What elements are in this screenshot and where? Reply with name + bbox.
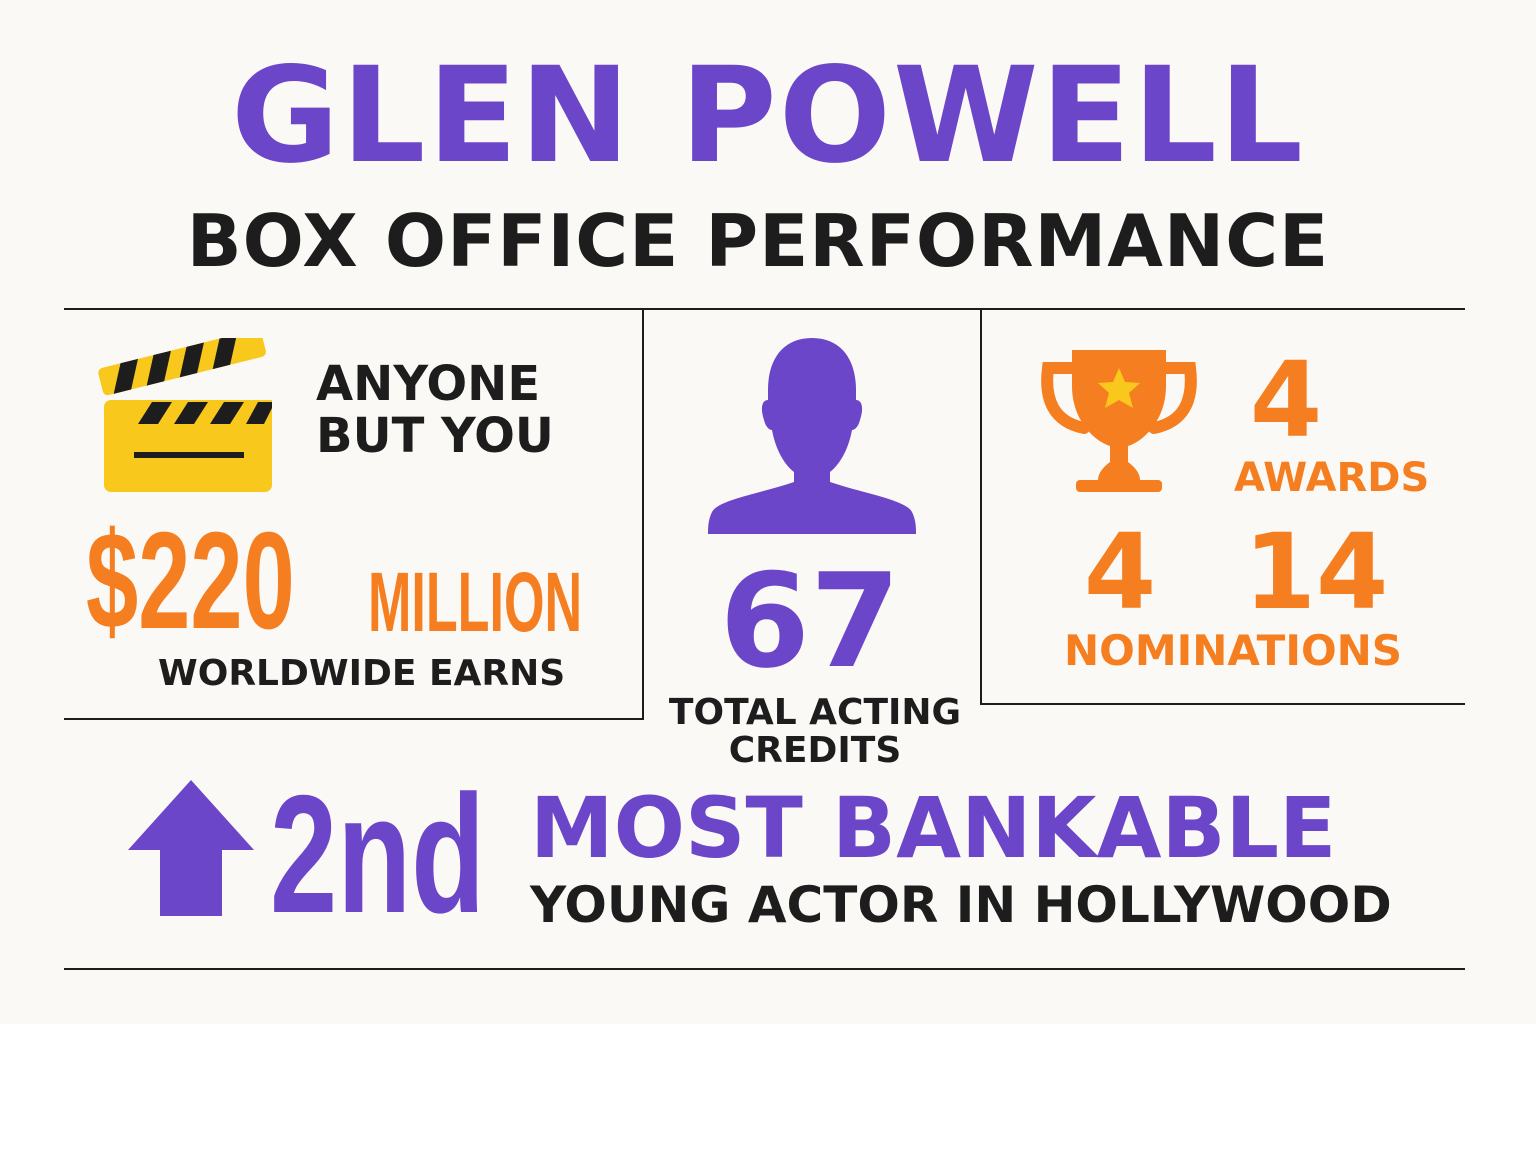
awards-label: AWARDS: [1234, 455, 1430, 501]
ranking-headline: MOST BANKABLE: [530, 779, 1337, 877]
page-title: GLEN POWELL: [230, 39, 1305, 193]
divider-left-card: [642, 309, 644, 720]
clapperboard-icon: [98, 329, 278, 496]
divider-left-card-bottom: [64, 718, 644, 720]
divider-top: [64, 308, 1465, 310]
credits-caption-line2: CREDITS: [728, 730, 902, 771]
nominations-value-a: 4: [1083, 511, 1157, 633]
earnings-unit-wrap: MILLION: [368, 560, 608, 644]
film-title-line1: ANYONE: [316, 356, 541, 412]
earnings-caption: WORLDWIDE EARNS: [158, 653, 566, 694]
up-arrow-icon: [126, 778, 256, 918]
page-subtitle: BOX OFFICE PERFORMANCE: [186, 199, 1330, 283]
person-silhouette-icon: [706, 334, 918, 536]
nominations-label: NOMINATIONS: [1064, 626, 1403, 675]
film-title-line2: BUT YOU: [316, 408, 554, 464]
nominations-value-b: 14: [1243, 511, 1389, 633]
divider-right-card: [980, 309, 982, 705]
rank-value: 2nd: [270, 760, 486, 948]
rank-wrap: 2nd: [270, 770, 510, 938]
earnings-unit: MILLION: [368, 555, 583, 649]
trophy-icon: [1036, 346, 1202, 496]
infographic-canvas: GLEN POWELL BOX OFFICE PERFORMANCE: [64, 39, 1465, 970]
credits-caption-line1: TOTAL ACTING: [668, 692, 962, 733]
credits-value: 67: [719, 545, 901, 697]
divider-right-card-bottom: [980, 703, 1465, 705]
awards-value: 4: [1249, 339, 1323, 461]
earnings-amount-wrap: $220: [86, 512, 356, 650]
divider-bottom: [64, 968, 1465, 970]
ranking-subline: YOUNG ACTOR IN HOLLYWOOD: [530, 876, 1392, 934]
earnings-amount: $220: [86, 504, 295, 658]
